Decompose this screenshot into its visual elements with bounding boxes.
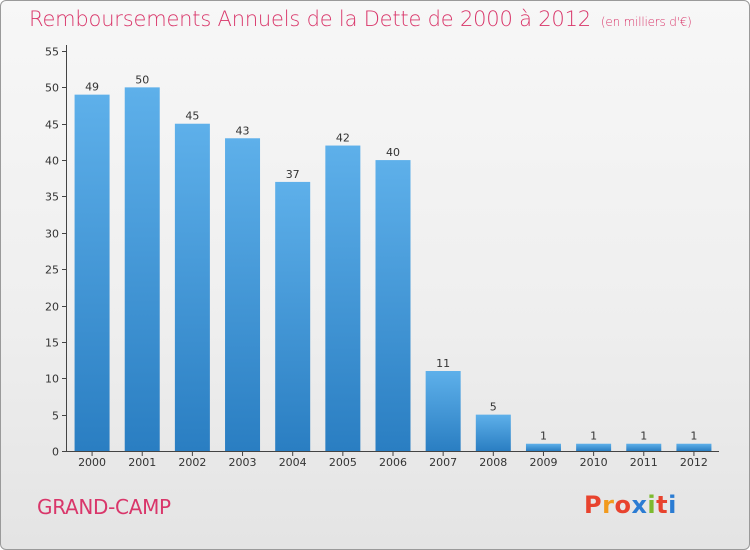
bar [525,443,561,451]
x-tick-label: 2009 [529,456,557,469]
y-tick-label: 40 [45,155,59,168]
x-tick-label: 2000 [78,456,106,469]
bar [475,414,511,451]
y-tick-label: 15 [45,337,59,350]
bar [375,160,411,451]
x-tick-label: 2004 [279,456,307,469]
bar [275,181,311,451]
chart-unit: (en milliers d'€) [600,15,692,29]
data-label: 11 [436,357,450,370]
data-label: 37 [286,168,300,181]
x-tick-label: 2008 [479,456,507,469]
logo-letter: t [656,491,669,519]
y-tick-label: 45 [45,119,59,132]
x-tick-label: 2011 [630,456,658,469]
y-tick-label: 5 [52,410,59,423]
data-label: 40 [386,146,400,159]
data-label: 1 [590,430,597,443]
y-tick-label: 10 [45,373,59,386]
data-label: 45 [185,110,199,123]
x-tick-label: 2010 [580,456,608,469]
y-tick-label: 50 [45,82,59,95]
data-label: 50 [135,73,149,86]
data-label: 49 [85,81,99,94]
logo-letter: i [668,491,677,519]
data-label: 43 [236,124,250,137]
chart-title-text: Remboursements Annuels de la Dette de 20… [29,7,591,31]
logo-letter: o [614,491,632,519]
logo-letter: i [647,491,657,519]
bar [325,145,361,451]
x-tick-label: 2001 [128,456,156,469]
bar [425,371,461,451]
bar [676,443,712,451]
data-label: 1 [540,430,547,443]
y-tick-label: 55 [45,46,59,59]
x-tick-label: 2006 [379,456,407,469]
y-tick-label: 25 [45,264,59,277]
bar [174,123,210,452]
data-label: 42 [336,132,350,145]
logo-letter: r [602,491,615,519]
y-tick-label: 0 [52,446,59,459]
data-label: 1 [640,430,647,443]
y-tick-label: 30 [45,228,59,241]
bar [576,443,612,451]
y-tick-label: 20 [45,301,59,314]
data-label: 5 [490,401,497,414]
bar [74,94,110,452]
x-tick-label: 2003 [229,456,257,469]
proxiti-logo: Proxiti [584,491,677,519]
chart-title: Remboursements Annuels de la Dette de 20… [29,7,692,31]
x-tick-label: 2005 [329,456,357,469]
x-tick-label: 2007 [429,456,457,469]
y-tick-label: 35 [45,191,59,204]
logo-letter: x [631,491,648,519]
bars [74,87,712,452]
data-label: 1 [690,430,697,443]
bar [124,87,160,451]
x-tick-label: 2002 [178,456,206,469]
bar [626,443,662,451]
bar [225,138,261,452]
commune-name: GRAND-CAMP [37,495,171,519]
logo-letter: P [584,491,603,519]
x-tick-label: 2012 [680,456,708,469]
